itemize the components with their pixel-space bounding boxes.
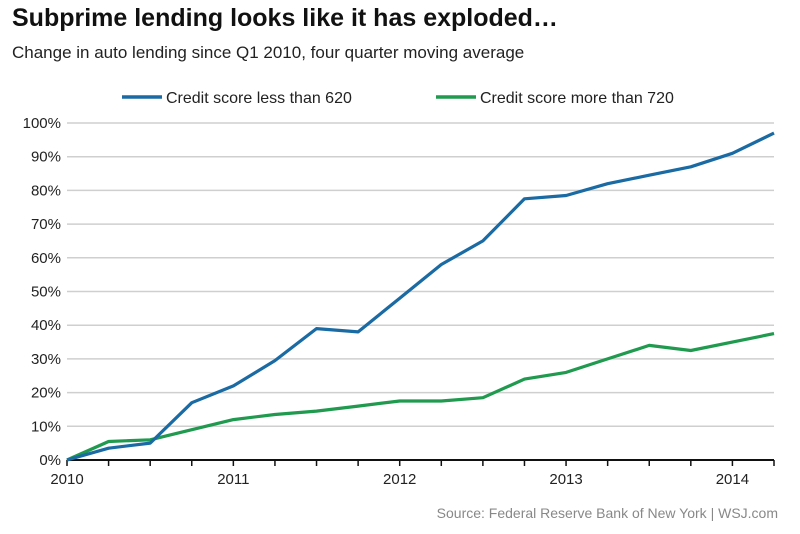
y-tick-label: 30% xyxy=(31,351,61,368)
y-tick-label: 40% xyxy=(31,317,61,334)
y-tick-label: 0% xyxy=(39,452,61,469)
y-tick-label: 20% xyxy=(31,385,61,402)
x-tick-label: 2013 xyxy=(549,471,582,488)
source-note: Source: Federal Reserve Bank of New York… xyxy=(436,505,778,521)
x-tick-label: 2010 xyxy=(50,471,83,488)
y-tick-label: 70% xyxy=(31,216,61,233)
chart-subtitle: Change in auto lending since Q1 2010, fo… xyxy=(12,43,525,62)
y-tick-label: 50% xyxy=(31,284,61,301)
y-tick-label: 60% xyxy=(31,250,61,267)
series-line xyxy=(66,332,775,462)
series-line xyxy=(66,131,775,462)
legend-label: Credit score more than 720 xyxy=(480,90,674,107)
y-tick-label: 90% xyxy=(31,149,61,166)
y-tick-label: 10% xyxy=(31,418,61,435)
legend-label: Credit score less than 620 xyxy=(166,90,352,107)
x-tick-label: 2012 xyxy=(383,471,416,488)
y-tick-label: 80% xyxy=(31,182,61,199)
x-tick-label: 2011 xyxy=(217,471,249,488)
x-tick-label: 2014 xyxy=(716,471,749,488)
chart-title: Subprime lending looks like it has explo… xyxy=(12,4,558,32)
y-tick-label: 100% xyxy=(23,115,61,132)
